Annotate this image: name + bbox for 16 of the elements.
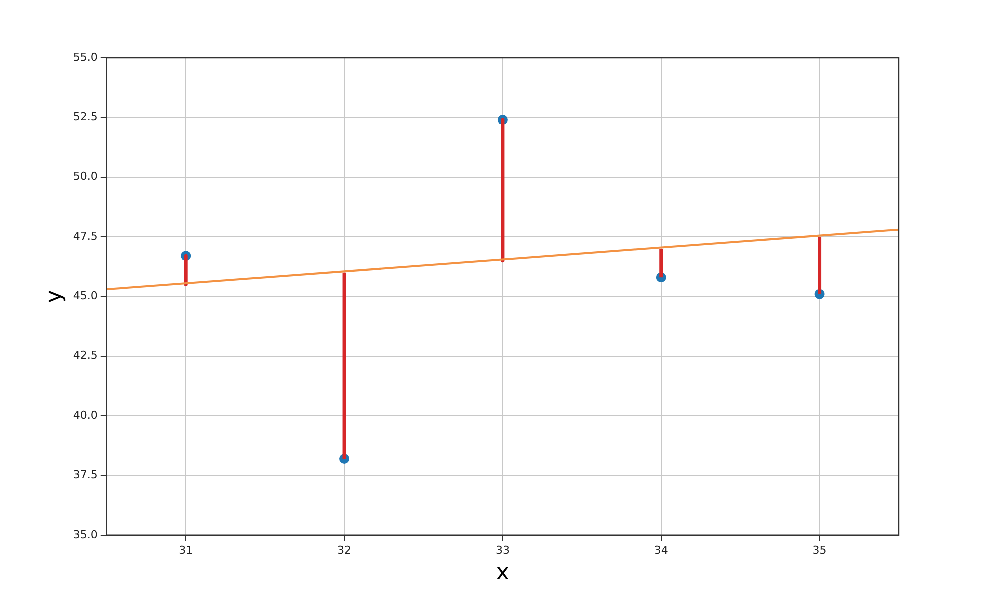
x-axis-title: x	[496, 560, 510, 586]
y-axis-title: y	[42, 290, 67, 304]
y-tick-label: 40.0	[73, 408, 98, 422]
x-tick-label: 33	[496, 544, 510, 557]
y-tick-label: 55.0	[73, 50, 98, 64]
y-tick-label: 52.5	[73, 110, 98, 124]
y-tick-label: 47.5	[73, 230, 98, 243]
x-tick-label: 31	[179, 544, 194, 557]
y-tick-label: 50.0	[73, 170, 98, 184]
y-tick-label: 45.0	[73, 290, 98, 303]
y-tick-label: 42.5	[73, 349, 98, 362]
x-tick-label: 32	[338, 544, 352, 557]
x-tick-label: 34	[654, 544, 668, 557]
y-tick-label: 35.0	[73, 528, 98, 542]
x-tick-label: 35	[812, 544, 827, 557]
y-tick-label: 37.5	[73, 468, 98, 482]
